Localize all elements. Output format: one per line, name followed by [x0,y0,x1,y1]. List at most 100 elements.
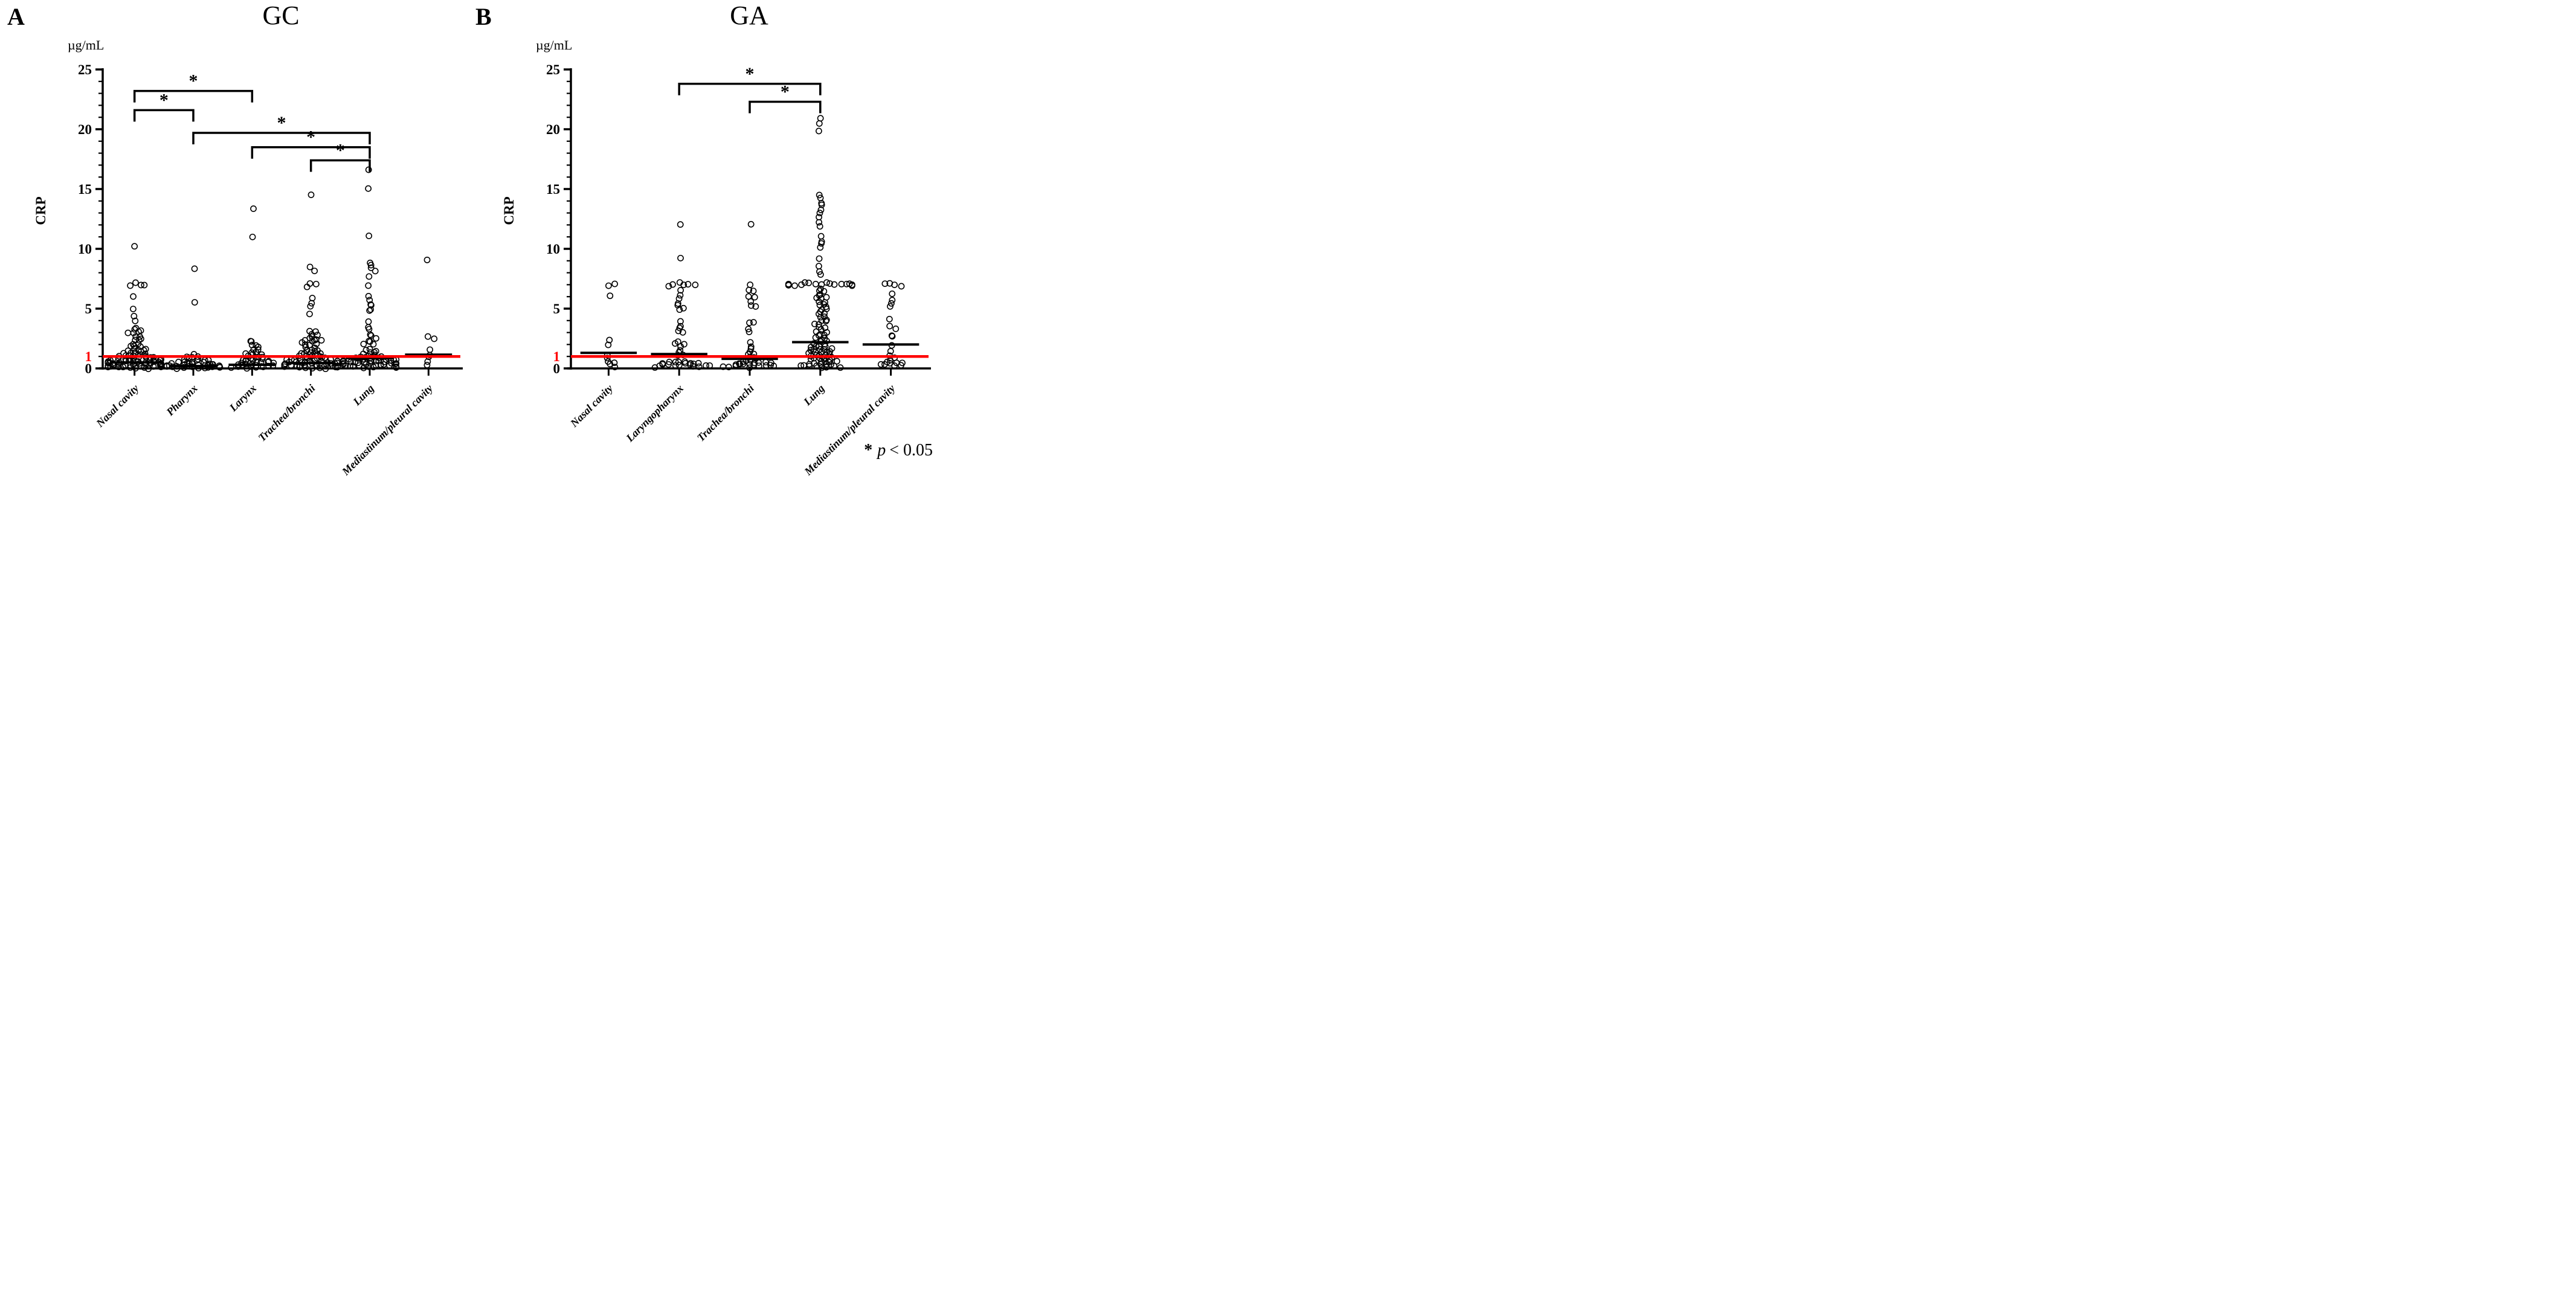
data-point [611,364,619,371]
series-laryngopharynx [651,221,713,371]
data-point [817,115,824,122]
data-point [605,341,612,348]
data-point [746,319,753,326]
data-point [611,280,618,287]
data-point [877,361,884,368]
data-point [131,243,138,250]
reference-line-label: 1 [85,349,92,364]
y-axis-tick-label: 5 [553,301,561,316]
data-point [891,362,898,369]
data-point [303,283,311,291]
data-point [745,326,752,333]
data-point [360,341,367,348]
y-axis-tick-label: 10 [546,242,560,257]
data-point [785,281,792,289]
data-point [677,318,684,325]
significance-asterisk: * [306,127,315,147]
data-point [750,319,757,326]
data-point [365,166,372,173]
reference-line-label: 1 [553,349,561,364]
data-point [423,362,431,368]
x-axis-category-label: Lung [350,382,376,408]
footnote-comparison: < 0.05 [889,441,933,460]
data-point [145,365,152,373]
data-point [249,233,256,240]
data-point [816,210,823,217]
data-point [750,287,757,295]
significance-footnote: * p < 0.05 [776,441,933,460]
data-point [677,292,684,299]
data-point [831,281,838,288]
data-point [323,361,330,368]
data-point [818,358,825,365]
data-point [365,233,373,239]
data-point [680,304,687,312]
data-point [122,358,129,365]
data-point [801,279,808,286]
data-point [120,364,127,371]
data-point [367,265,375,271]
data-point [366,345,373,353]
y-axis-tick-label: 0 [553,361,561,376]
data-point [823,294,830,301]
significance-asterisk: * [277,113,286,133]
data-point [132,333,140,340]
data-point [191,299,198,306]
data-point [127,282,134,289]
panel-title-ga: GA [730,1,768,30]
panel-label-b: B [475,3,492,30]
data-point [762,362,770,369]
data-point [366,307,373,314]
x-axis-category-label: Trachea/bronchi [256,382,317,444]
data-point [887,348,894,355]
y-axis-tick-label: 20 [546,122,560,137]
y-axis-tick-label: 25 [546,62,560,77]
series-larynx [228,205,277,372]
data-point [367,306,374,313]
data-point [706,362,713,369]
data-point [360,364,367,371]
data-point [318,337,325,344]
data-point [816,298,823,305]
data-point [350,363,356,370]
data-point [823,279,830,286]
data-point [747,302,755,309]
data-point [746,361,753,368]
data-point [817,313,824,321]
data-point [816,127,822,135]
y-axis-tick-label: 15 [546,182,560,197]
data-point [669,281,676,288]
significance-bracket [251,146,371,159]
data-point [311,268,318,274]
data-point [755,362,762,370]
footnote-asterisk: * [864,441,873,460]
data-point [309,295,316,301]
data-point [818,240,825,247]
data-point [372,268,379,275]
data-point [695,363,703,370]
data-point [366,359,373,367]
data-point [137,343,144,350]
series-trachea-bronchi [281,191,341,373]
data-point [791,282,798,289]
x-axis-category-label: Larynx [227,382,259,414]
data-point [677,221,684,228]
significance-bracket [678,83,822,95]
series-mediastinum-pleural-cavity [423,256,438,368]
data-point [745,286,753,294]
data-point [676,306,683,313]
data-point [798,281,805,288]
data-point [811,320,818,327]
data-point [367,262,375,269]
data-point [817,331,824,338]
data-point [216,364,224,371]
x-axis-category-label: Lung [800,382,826,408]
data-point [831,362,838,370]
data-point [736,361,744,368]
series-lung [785,115,855,371]
y-axis-unit-label: µg/mL [68,37,105,53]
data-point [205,364,211,371]
data-point [175,359,182,365]
data-point [250,205,257,212]
data-point [837,364,844,371]
